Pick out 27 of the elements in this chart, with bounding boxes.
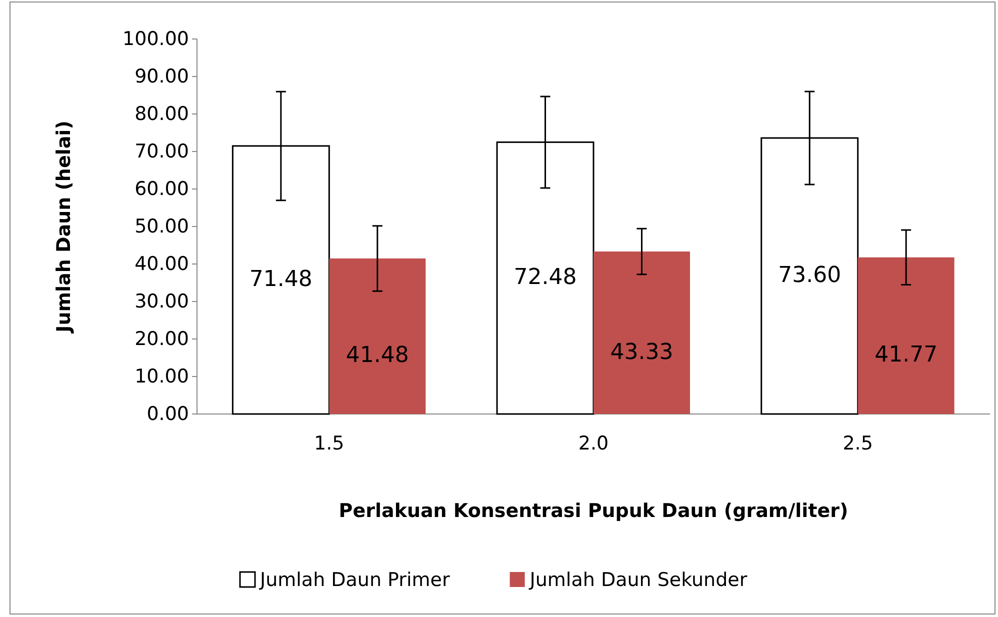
x-tick-label: 1.5 — [314, 432, 344, 454]
data-label: 72.48 — [514, 265, 577, 290]
data-label: 73.60 — [778, 263, 842, 288]
y-tick-label: 40.00 — [134, 253, 189, 276]
y-tick-label: 80.00 — [134, 103, 189, 126]
y-tick-label: 20.00 — [134, 328, 189, 350]
y-tick-label: 100.00 — [122, 28, 189, 50]
y-tick-label: 10.00 — [134, 366, 189, 388]
y-tick-label: 30.00 — [134, 290, 189, 313]
y-tick-label: 90.00 — [134, 66, 189, 88]
y-tick-label: 60.00 — [134, 178, 189, 200]
y-tick-label: 70.00 — [134, 140, 189, 163]
bar — [858, 257, 954, 414]
y-tick-label: 0.00 — [146, 403, 189, 426]
x-axis-title: Perlakuan Konsentrasi Pupuk Daun (gram/liter) — [338, 500, 848, 522]
data-label: 41.77 — [874, 342, 938, 368]
x-tick-label: 2.0 — [578, 432, 609, 454]
data-label: 71.48 — [249, 266, 312, 292]
y-tick-label: 50.00 — [134, 216, 189, 238]
bar — [329, 258, 426, 414]
x-tick-label: 2.5 — [842, 432, 873, 454]
y-axis-title: Jumlah Daun (helai) — [53, 120, 75, 334]
bar — [594, 252, 690, 414]
data-label: 43.33 — [610, 340, 674, 365]
data-label: 41.48 — [346, 343, 409, 368]
legend-label: Jumlah Daun Sekunder — [528, 569, 748, 591]
legend-label: Jumlah Daun Primer — [259, 569, 450, 591]
